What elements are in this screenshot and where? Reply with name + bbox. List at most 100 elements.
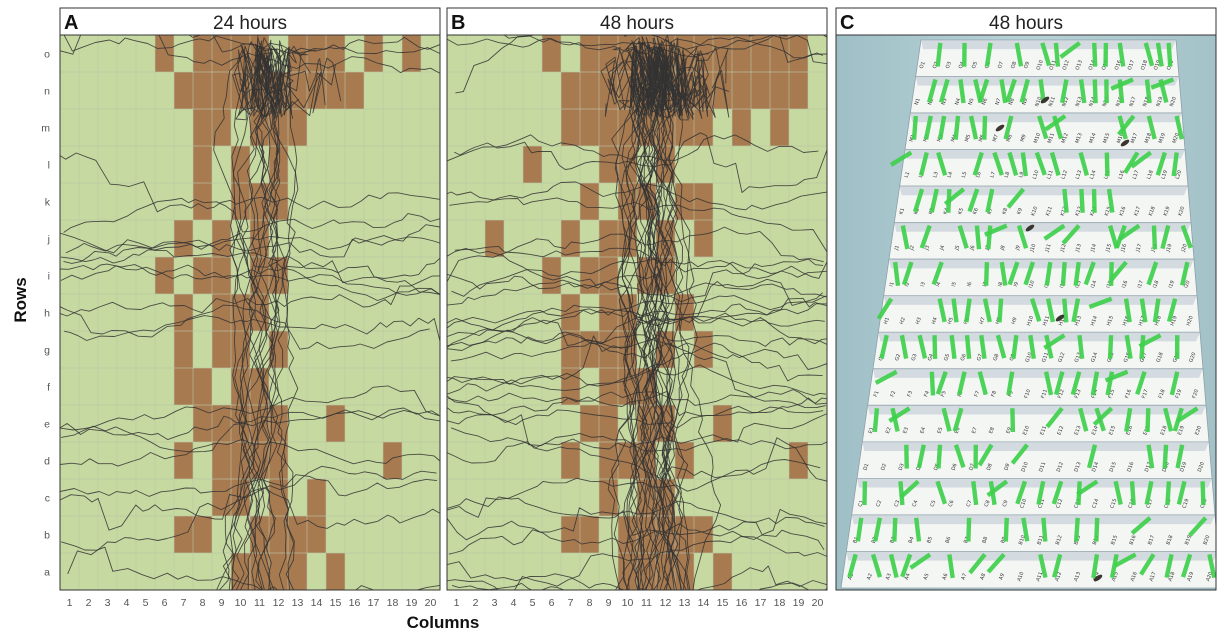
visited-cell-o6 [155, 35, 174, 72]
panel-a-title: 24 hours [213, 13, 287, 34]
tape-mark [1200, 481, 1205, 505]
visited-cell-i8 [193, 257, 212, 294]
row-tick-f: f [47, 382, 50, 394]
column-tick-11: 11 [641, 597, 652, 609]
visited-cell-n17 [751, 72, 770, 109]
visited-cell-l8 [193, 146, 212, 183]
row-tick-e: e [44, 419, 50, 431]
tape-mark [1092, 189, 1097, 213]
column-tick-6: 6 [162, 597, 168, 609]
visited-cell-l10 [618, 146, 637, 183]
visited-cell-e15 [713, 405, 732, 442]
visited-cell-k8 [193, 183, 212, 220]
column-tick-3: 3 [105, 597, 111, 609]
column-tick-1: 1 [454, 597, 460, 609]
panel-a: A 24 hours [58, 8, 441, 597]
panel-b-title: 48 hours [600, 13, 674, 34]
row-tick-d: d [44, 456, 50, 468]
board-shadow [852, 515, 1215, 524]
visited-cell-h10 [231, 294, 250, 331]
column-tick-4: 4 [511, 597, 517, 609]
column-tick-2: 2 [86, 597, 92, 609]
visited-cell-o19 [789, 35, 808, 72]
visited-cell-o8 [580, 35, 599, 72]
tape-mark [982, 116, 987, 140]
visited-cell-b8 [193, 516, 212, 553]
tape-mark [1152, 226, 1157, 250]
tape-mark [973, 445, 978, 469]
column-tick-14: 14 [698, 597, 710, 609]
visited-cell-b8 [580, 516, 599, 553]
visited-cell-g9 [212, 331, 231, 368]
column-tick-8: 8 [587, 597, 593, 609]
column-tick-8: 8 [200, 597, 206, 609]
visited-cell-c9 [212, 479, 231, 516]
panel-c: C 48 hours O1O2O3O4O5O6O7O8O9O10O11O12O1… [836, 8, 1219, 590]
column-tick-7: 7 [181, 597, 187, 609]
panel-c-title: 48 hours [989, 13, 1063, 34]
board-shadow [889, 259, 1194, 268]
visited-cell-o9 [212, 35, 231, 72]
row-tick-o: o [44, 49, 50, 61]
visited-cell-e15 [326, 405, 345, 442]
column-tick-5: 5 [143, 597, 149, 609]
row-tick-n: n [44, 86, 50, 98]
tape-mark [1103, 43, 1108, 67]
visited-cell-o14 [307, 35, 326, 72]
visited-cell-o9 [599, 35, 618, 72]
panel-c-letter: C [840, 12, 854, 34]
tape-mark [862, 481, 867, 505]
tape-mark [1105, 152, 1110, 176]
tape-mark [962, 43, 967, 67]
column-tick-19: 19 [793, 597, 805, 609]
column-tick-4: 4 [124, 597, 130, 609]
visited-cell-j10 [618, 220, 637, 257]
board-shadow [884, 296, 1197, 305]
visited-cell-n7 [561, 72, 580, 109]
column-tick-20: 20 [812, 597, 824, 609]
visited-cell-k14 [694, 183, 713, 220]
column-tick-20: 20 [425, 597, 437, 609]
board-shadow [846, 551, 1218, 560]
column-tick-18: 18 [774, 597, 786, 609]
visited-cell-k8 [580, 183, 599, 220]
tape-mark [904, 445, 909, 469]
row-tick-i: i [48, 271, 50, 283]
column-tick-10: 10 [622, 597, 634, 609]
visited-cell-g7 [174, 331, 193, 368]
tape-mark [1093, 79, 1098, 103]
visited-cell-j7 [561, 220, 580, 257]
column-tick-16: 16 [736, 597, 748, 609]
visited-cell-d9 [212, 442, 231, 479]
panel-b-column-tick-labels: 1 2 3 4 5 6 7 8 9 10 11 12 13 14 15 16 17 18 19 20 [454, 597, 824, 609]
tape-mark [1175, 335, 1179, 359]
column-tick-15: 15 [717, 597, 729, 609]
column-tick-17: 17 [755, 597, 767, 609]
visited-cell-i6 [155, 257, 174, 294]
visited-cell-n8 [193, 72, 212, 109]
tape-mark [1104, 79, 1109, 103]
row-tick-j: j [47, 234, 50, 246]
panel-a-letter: A [64, 12, 78, 34]
column-tick-9: 9 [219, 597, 225, 609]
visited-cell-m8 [193, 109, 212, 146]
visited-cell-n7 [174, 72, 193, 109]
tape-mark [932, 335, 937, 359]
visited-cell-m9 [599, 109, 618, 146]
board-shadow [868, 405, 1206, 414]
column-tick-5: 5 [530, 597, 536, 609]
column-tick-17: 17 [368, 597, 380, 609]
visited-cell-n16 [345, 72, 364, 109]
panel-b: B 48 hours [445, 1, 831, 600]
visited-cell-j7 [174, 220, 193, 257]
row-tick-c: c [45, 493, 50, 505]
visited-cell-o6 [542, 35, 561, 72]
row-tick-labels: abcdefghijklmno [41, 49, 51, 579]
visited-cell-j14 [694, 220, 713, 257]
visited-cell-b7 [174, 516, 193, 553]
visited-cell-n8 [580, 72, 599, 109]
column-tick-11: 11 [254, 597, 265, 609]
board-shadow [910, 113, 1182, 122]
visited-cell-m8 [580, 109, 599, 146]
